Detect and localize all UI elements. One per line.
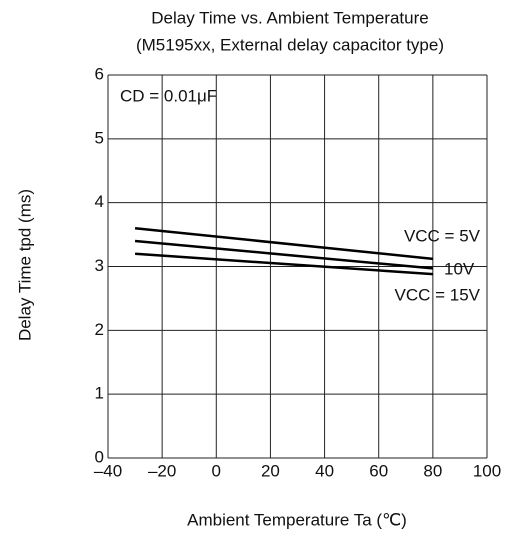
- y-tick-label: 6: [95, 64, 104, 83]
- x-tick-label: 20: [261, 461, 280, 480]
- series-label: VCC = 5V: [404, 226, 481, 245]
- series-line: [134, 252, 433, 276]
- y-tick-label: 3: [95, 256, 104, 275]
- x-tick-label: 100: [473, 461, 501, 480]
- y-axis-label: Delay Time tpd (ms): [15, 189, 34, 341]
- series-line: [134, 226, 433, 261]
- series-label: VCC = 15V: [394, 285, 480, 304]
- x-tick-label: 60: [369, 461, 388, 480]
- x-tick-label: 80: [423, 461, 442, 480]
- chart-subtitle: (M5195xx, External delay capacitor type): [136, 35, 444, 54]
- y-tick-label: 2: [95, 320, 104, 339]
- y-tick-label: 4: [95, 192, 104, 211]
- x-tick-label: 40: [315, 461, 334, 480]
- y-tick-label: 5: [95, 128, 104, 147]
- series-label: 10V: [444, 259, 475, 278]
- x-tick-label: –20: [148, 461, 176, 480]
- x-tick-label: –40: [94, 461, 122, 480]
- x-tick-label: 0: [212, 461, 221, 480]
- series-line: [134, 239, 433, 270]
- x-axis-label: Ambient Temperature Ta (℃): [187, 510, 407, 529]
- y-tick-label: 1: [95, 384, 104, 403]
- chart-title: Delay Time vs. Ambient Temperature: [151, 8, 428, 27]
- annotation: CD = 0.01μF: [120, 86, 217, 105]
- y-tick-label: 0: [95, 447, 104, 466]
